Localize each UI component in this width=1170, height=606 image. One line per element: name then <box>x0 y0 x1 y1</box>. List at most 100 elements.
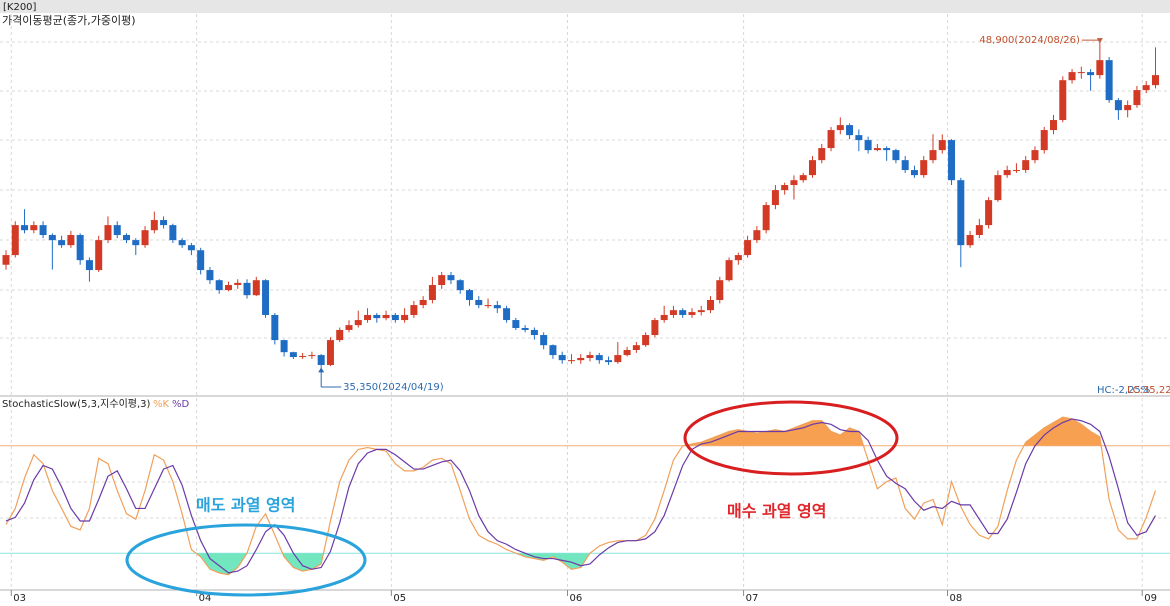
x-tick-label: 03 <box>13 593 26 604</box>
candle-body <box>846 125 854 136</box>
zone-fill <box>196 553 591 575</box>
candle-body <box>169 225 177 241</box>
candle-body <box>215 280 223 291</box>
candle-body <box>252 280 260 296</box>
candle-body <box>567 360 575 362</box>
candle-body <box>762 205 770 231</box>
stoch-line <box>5 416 1157 576</box>
candle-body <box>1012 170 1020 172</box>
candle-body <box>1087 72 1095 76</box>
candle-body <box>178 240 186 246</box>
candle-body <box>1059 80 1067 121</box>
candle-body <box>150 220 158 231</box>
x-tick-label: 09 <box>1144 593 1157 604</box>
candle-body <box>95 240 103 271</box>
sell-zone-label: 매도 과열 영역 <box>196 496 295 515</box>
high-label: 48,900(2024/08/26) <box>979 35 1080 46</box>
candle-body <box>354 320 362 326</box>
candle-body <box>21 225 29 231</box>
low-label: 35,350(2024/04/19) <box>343 382 444 393</box>
x-tick-label: 06 <box>569 593 582 604</box>
candle-body <box>985 200 993 226</box>
x-tick-label: 04 <box>199 593 212 604</box>
candle-body <box>521 328 529 330</box>
candle-body <box>132 240 140 246</box>
candle-body <box>299 356 307 358</box>
candle-body <box>660 314 668 321</box>
candle-body <box>753 230 761 241</box>
candle-body <box>1003 170 1011 176</box>
candle-body <box>48 235 56 241</box>
candle-body <box>187 245 195 251</box>
candle-body <box>864 140 872 151</box>
candle-body <box>530 329 538 336</box>
candle-body <box>679 310 687 315</box>
candle-body <box>1151 75 1159 86</box>
candle-body <box>364 314 372 321</box>
candle-body <box>577 357 585 361</box>
candle-body <box>2 255 10 265</box>
candle-body <box>484 305 492 307</box>
candle-body <box>39 225 47 236</box>
candle-body <box>466 290 473 301</box>
candle-body <box>76 235 84 261</box>
candle-body <box>734 255 742 261</box>
candle-body <box>271 314 279 341</box>
candle-body <box>206 270 214 281</box>
candle-body <box>697 310 705 313</box>
x-tick-label: 07 <box>746 593 759 604</box>
candle-body <box>910 170 918 176</box>
candle-body <box>651 320 659 336</box>
candle-body <box>966 235 974 246</box>
candle-body <box>873 148 881 151</box>
candle-body <box>808 160 816 176</box>
candle-body <box>818 148 826 161</box>
candle-body <box>975 225 983 236</box>
stoch-line <box>5 418 1157 574</box>
candle-body <box>475 300 483 306</box>
candle-body <box>58 240 66 246</box>
candle-body <box>11 225 19 256</box>
candle-body <box>558 355 566 361</box>
candle-body <box>716 280 724 301</box>
candle-body <box>642 335 650 346</box>
candle-body <box>317 355 325 365</box>
candle-body <box>123 235 131 241</box>
price-title: 가격이동평균(종가,가중이평) <box>2 14 136 27</box>
candle-body <box>280 340 288 353</box>
candle-body <box>493 305 501 309</box>
candle-body <box>503 308 511 321</box>
lc-label: LC:35,22% <box>1127 385 1170 396</box>
header-title: [K200] <box>3 2 37 13</box>
zone-fill <box>682 417 1102 446</box>
candle-body <box>669 310 677 315</box>
candle-body <box>1022 160 1030 171</box>
candle-body <box>1133 90 1141 106</box>
candle-body <box>104 225 112 241</box>
candle-body <box>929 150 937 161</box>
candle-body <box>447 275 455 281</box>
candle-body <box>197 250 205 271</box>
candle-body <box>920 160 928 176</box>
candle-body <box>262 280 270 315</box>
candle-body <box>595 355 603 361</box>
candle-body <box>234 282 242 286</box>
stoch-title: StochasticSlow(5,3,지수이평,3) <box>2 398 151 410</box>
x-tick-label: 08 <box>950 593 963 604</box>
candle-body <box>771 190 779 206</box>
candle-body <box>1068 72 1076 81</box>
candle-body <box>781 185 789 191</box>
high-arrow <box>1096 38 1103 44</box>
candle-body <box>67 235 75 246</box>
header-bar <box>0 0 1170 13</box>
candle-body <box>336 329 344 341</box>
candle-body <box>113 225 121 236</box>
candle-body <box>744 240 752 256</box>
candle-body <box>549 345 557 356</box>
candle-body <box>614 355 622 363</box>
candle-body <box>586 355 594 358</box>
candle-body <box>790 180 798 186</box>
candle-body <box>1050 120 1058 131</box>
candle-body <box>688 312 696 315</box>
